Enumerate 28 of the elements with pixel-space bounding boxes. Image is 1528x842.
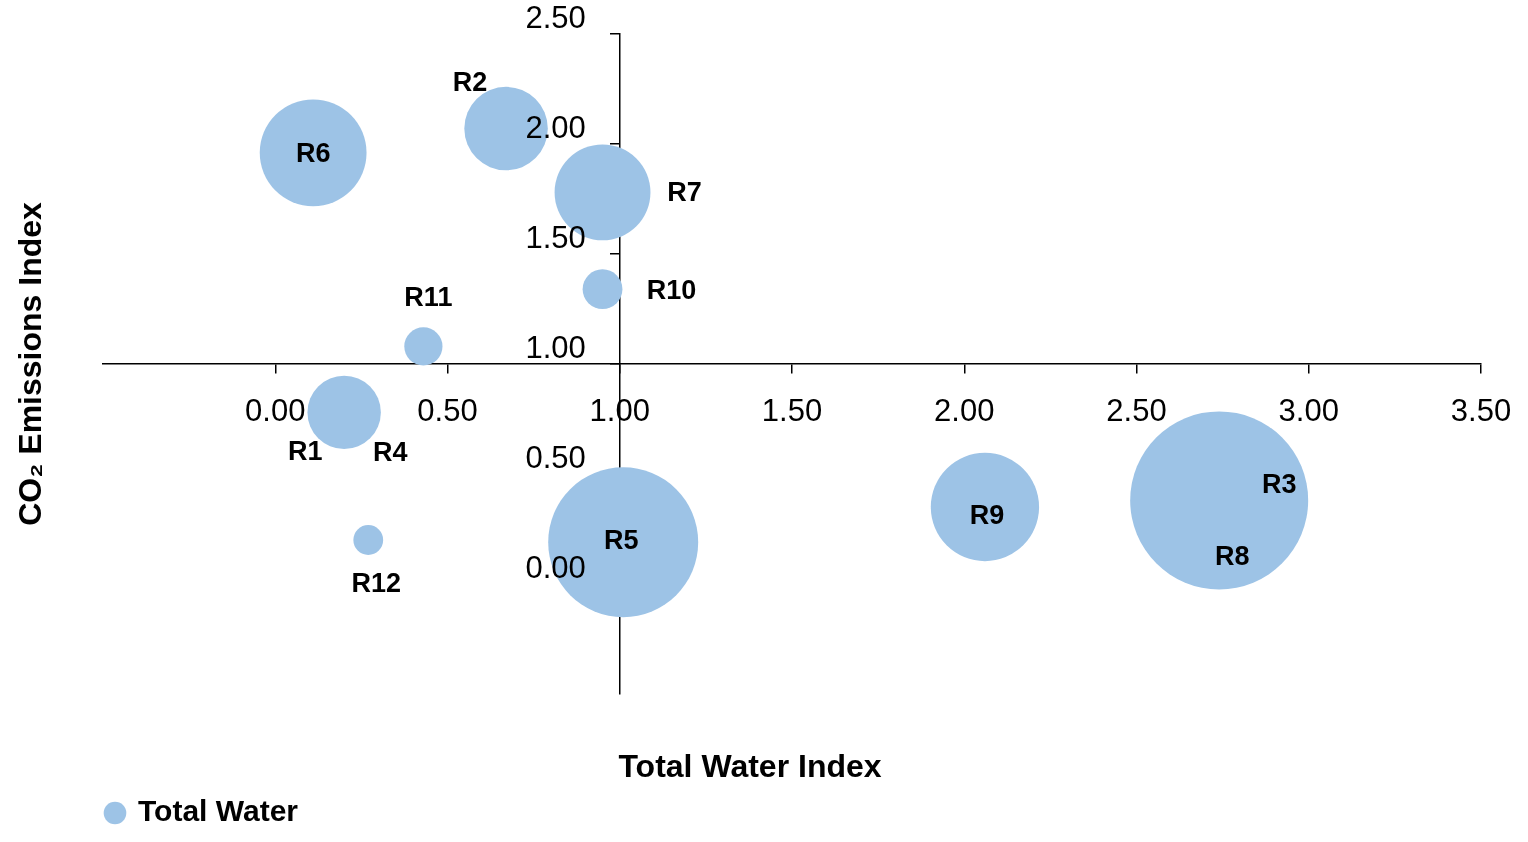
y-tick-label: 2.00	[525, 109, 586, 145]
y-axis-title: CO₂ Emissions Index	[11, 201, 48, 526]
x-tick-label: 1.50	[761, 392, 823, 428]
x-tick-label: 3.00	[1278, 392, 1339, 428]
y-tick-label: 1.00	[525, 329, 586, 365]
annotation: R7	[667, 176, 702, 207]
y-tick-label: 1.50	[525, 219, 586, 255]
annotation: R5	[603, 524, 639, 555]
annotation: R10	[646, 274, 697, 305]
annotation: R1	[287, 435, 323, 466]
annotation: R6	[295, 138, 331, 169]
legend-label: Total Water	[138, 794, 299, 828]
x-tick-label: 0.50	[417, 392, 478, 428]
annotation: R4	[372, 436, 408, 467]
x-tick-label: 2.50	[1106, 392, 1167, 428]
x-tick-label: 3.50	[1450, 392, 1512, 428]
x-tick-label: 0.00	[245, 392, 306, 428]
annotation: R2	[452, 67, 488, 98]
y-tick-label: 2.50	[525, 0, 586, 35]
annotation: R9	[969, 500, 1005, 531]
y-tick-label: 0.50	[525, 439, 586, 475]
annotation: R8	[1214, 540, 1250, 571]
x-tick-label: 2.00	[934, 392, 995, 428]
annotation: R12	[351, 568, 402, 599]
y-tick-label: 0.00	[525, 549, 586, 585]
x-axis-title: Total Water Index	[618, 747, 882, 784]
annotation: R3	[1261, 468, 1297, 499]
annotation: R11	[404, 281, 453, 312]
